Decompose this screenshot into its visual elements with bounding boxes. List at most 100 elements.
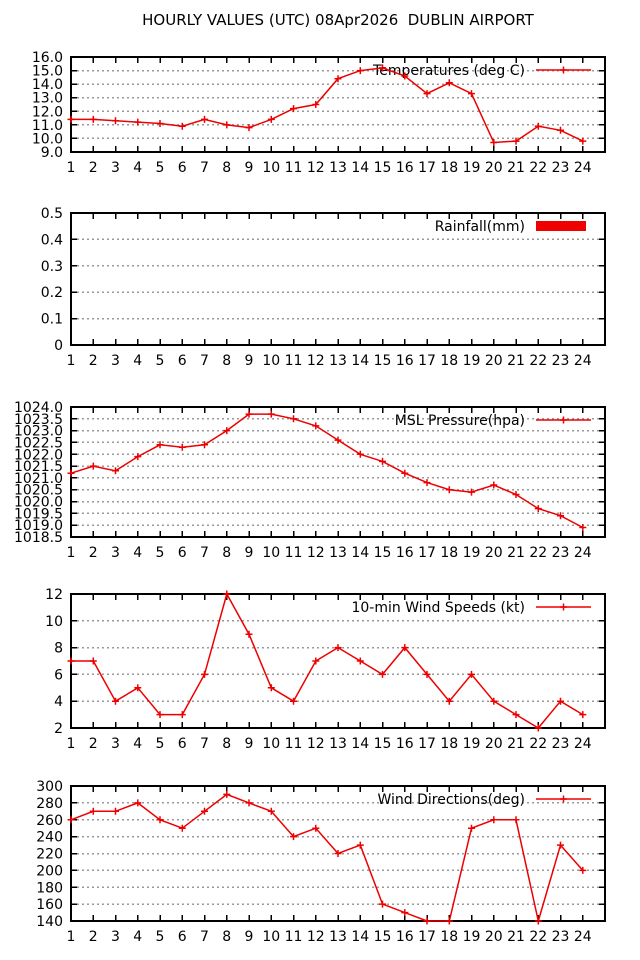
svg-text:5: 5 — [156, 736, 165, 752]
svg-text:160: 160 — [36, 897, 63, 913]
data-point-marker — [468, 90, 475, 98]
svg-text:15: 15 — [374, 160, 392, 176]
svg-text:21: 21 — [507, 545, 525, 561]
axis-ticks — [70, 56, 605, 153]
svg-text:1: 1 — [67, 736, 76, 752]
svg-text:280: 280 — [36, 796, 63, 812]
svg-text:10: 10 — [45, 614, 63, 630]
svg-text:4: 4 — [133, 353, 142, 369]
svg-text:5: 5 — [156, 545, 165, 561]
data-point-marker — [534, 724, 542, 732]
svg-text:6: 6 — [178, 929, 187, 945]
svg-text:12: 12 — [307, 929, 325, 945]
svg-text:0: 0 — [54, 338, 63, 354]
svg-text:4: 4 — [133, 929, 142, 945]
x-axis-labels: 1 2 3 4 5 6 7 8 9 10 11 12 13 14 15 16 17 18 19 20 21 22 23 24 — [67, 545, 592, 561]
data-point-marker — [334, 850, 342, 857]
svg-text:22: 22 — [529, 353, 547, 369]
data-point-marker — [401, 469, 409, 477]
svg-text:21: 21 — [507, 929, 525, 945]
data-point-marker — [557, 841, 564, 849]
svg-text:23: 23 — [552, 736, 570, 752]
svg-text:14: 14 — [351, 160, 369, 176]
data-point-marker — [490, 481, 498, 489]
svg-text:4: 4 — [133, 545, 142, 561]
data-point-marker — [490, 139, 498, 146]
svg-text:15.0: 15.0 — [32, 64, 63, 80]
svg-text:3: 3 — [111, 160, 120, 176]
y-axis-labels: 0 0.1 0.2 0.3 0.4 0.5 — [41, 206, 63, 354]
svg-text:22: 22 — [529, 929, 547, 945]
svg-text:0.4: 0.4 — [41, 232, 63, 248]
svg-text:6: 6 — [178, 545, 187, 561]
data-point-marker — [579, 137, 587, 145]
svg-text:2: 2 — [89, 736, 98, 752]
data-point-marker — [290, 833, 297, 841]
series-wind-directions — [67, 790, 587, 925]
svg-text:22: 22 — [529, 545, 547, 561]
axis-ticks — [70, 212, 605, 346]
svg-text:20: 20 — [485, 160, 503, 176]
y-axis-labels: 9.010.011.012.013.014.015.016.0 — [32, 50, 63, 161]
svg-text:14: 14 — [351, 353, 369, 369]
svg-text:7: 7 — [200, 160, 209, 176]
svg-text:7: 7 — [200, 353, 209, 369]
legend: Temperatures (deg C) — [372, 63, 591, 79]
svg-text:21: 21 — [507, 736, 525, 752]
svg-text:10: 10 — [262, 736, 280, 752]
data-point-marker — [490, 697, 498, 705]
data-point-marker — [512, 816, 520, 824]
svg-text:5: 5 — [156, 353, 165, 369]
svg-text:300: 300 — [36, 779, 63, 795]
svg-text:20: 20 — [485, 545, 503, 561]
gridlines — [72, 238, 604, 320]
svg-text:24: 24 — [574, 736, 592, 752]
data-point-marker — [579, 711, 587, 719]
data-point-marker — [156, 711, 164, 719]
data-point-marker — [312, 824, 320, 832]
chart-temperatures: 9.010.011.012.013.014.015.016.01 2 3 4 5 6 7 8 9… — [32, 50, 606, 176]
svg-text:4: 4 — [133, 160, 142, 176]
svg-text:17: 17 — [418, 353, 436, 369]
svg-text:1020.0: 1020.0 — [14, 495, 63, 511]
svg-text:15: 15 — [374, 929, 392, 945]
data-point-marker — [312, 657, 320, 665]
svg-text:11: 11 — [285, 353, 303, 369]
series-temperatures — [67, 64, 587, 146]
data-point-marker — [334, 436, 342, 444]
svg-text:16: 16 — [396, 929, 414, 945]
gridlines — [72, 418, 604, 526]
svg-text:15: 15 — [374, 736, 392, 752]
data-point-marker — [557, 126, 564, 134]
svg-text:6: 6 — [178, 353, 187, 369]
svg-text:4: 4 — [133, 736, 142, 752]
svg-text:2: 2 — [89, 929, 98, 945]
gridlines — [72, 69, 604, 140]
svg-text:18: 18 — [440, 545, 458, 561]
svg-text:17: 17 — [418, 929, 436, 945]
axis-ticks — [70, 406, 605, 538]
svg-text:3: 3 — [111, 736, 120, 752]
svg-text:5: 5 — [156, 160, 165, 176]
svg-text:0.2: 0.2 — [41, 285, 63, 301]
svg-text:1023.0: 1023.0 — [14, 424, 63, 440]
data-point-marker — [379, 64, 386, 72]
svg-text:9: 9 — [245, 545, 254, 561]
series-line — [71, 592, 584, 729]
x-axis-labels: 1 2 3 4 5 6 7 8 9 10 11 12 13 14 15 16 17 18 19 20 21 22 23 24 — [67, 160, 592, 176]
svg-text:2: 2 — [89, 545, 98, 561]
svg-text:1022.0: 1022.0 — [14, 447, 63, 463]
data-point-marker — [379, 670, 386, 678]
series-line — [71, 67, 584, 144]
data-point-marker — [445, 697, 453, 705]
x-axis-labels: 1 2 3 4 5 6 7 8 9 10 11 12 13 14 15 16 17 18 19 20 21 22 23 24 — [67, 353, 592, 369]
svg-text:13: 13 — [329, 929, 347, 945]
svg-text:18: 18 — [440, 353, 458, 369]
svg-text:6: 6 — [178, 736, 187, 752]
svg-text:1022.5: 1022.5 — [14, 435, 63, 451]
svg-text:1019.5: 1019.5 — [14, 506, 63, 522]
svg-text:1023.5: 1023.5 — [14, 412, 63, 428]
data-point-marker — [290, 415, 297, 423]
